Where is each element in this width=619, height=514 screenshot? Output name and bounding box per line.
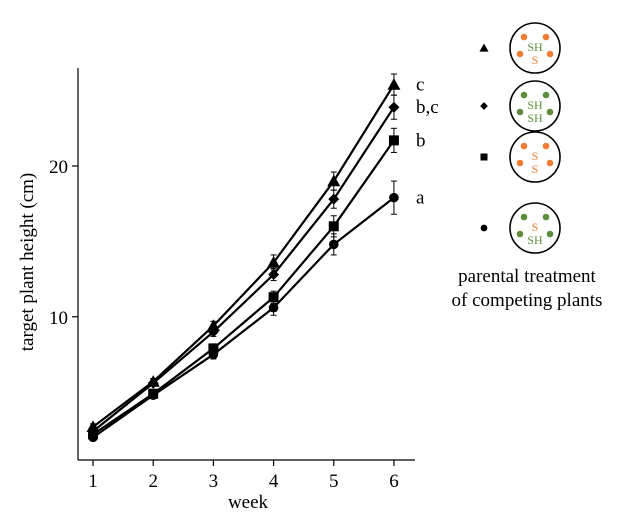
- seedling-dot: [516, 108, 524, 116]
- legend-marker-diamond: [480, 102, 488, 110]
- pot-label-bottom: S: [532, 162, 539, 176]
- x-tick-label: 5: [329, 471, 339, 492]
- data-point-triangle: [327, 174, 341, 187]
- seedling-dot: [542, 213, 550, 221]
- data-point-diamond: [268, 269, 280, 281]
- x-tick-label: 3: [209, 471, 219, 492]
- seedling-dot: [520, 142, 528, 150]
- series-lines: [92, 84, 395, 439]
- pot-label-top: S: [532, 149, 539, 163]
- y-axis-title: target plant height (cm): [17, 173, 38, 352]
- data-point-triangle: [267, 255, 281, 268]
- significance-label: a: [416, 188, 425, 209]
- seedling-dot: [520, 91, 528, 99]
- seedling-dot: [516, 230, 524, 238]
- significance-label: b,c: [416, 97, 439, 118]
- legend-marker-square: [480, 153, 488, 161]
- x-tick-label: 1: [88, 471, 98, 492]
- seedling-dot: [546, 230, 554, 238]
- data-point-diamond: [207, 326, 219, 338]
- seedling-dot: [516, 159, 524, 167]
- error-bars: [90, 73, 397, 441]
- data-point-circle: [328, 239, 339, 250]
- data-point-circle: [88, 432, 98, 443]
- data-point-circle: [268, 302, 279, 313]
- data-point-diamond: [388, 101, 400, 113]
- series-line-circle: [92, 196, 395, 439]
- data-point-triangle: [206, 319, 220, 332]
- seedling-dot: [520, 213, 528, 221]
- data-point-square: [268, 292, 279, 303]
- data-point-circle: [148, 390, 159, 400]
- legend-marker-circle: [480, 224, 488, 232]
- y-tick-label: 10: [49, 308, 68, 329]
- seedling-dot: [542, 91, 550, 99]
- pot-label-top: SH: [527, 98, 543, 112]
- pot-label-bottom: S: [532, 53, 539, 67]
- data-point-square: [328, 221, 339, 232]
- seedling-dot: [516, 50, 524, 58]
- data-markers: [86, 78, 401, 443]
- series-line-triangle: [92, 84, 395, 428]
- axes: 1 2 3 4 5 6 10 20: [49, 68, 415, 492]
- significance-labels: cb,c b a: [416, 75, 439, 209]
- data-point-square: [388, 135, 399, 146]
- series-line-square: [92, 139, 395, 436]
- pot-label-top: S: [532, 220, 539, 234]
- seedling-dot: [520, 33, 528, 41]
- data-point-triangle: [387, 78, 401, 90]
- legend-caption-line-2: of competing plants: [452, 290, 603, 311]
- seedling-dot: [542, 33, 550, 41]
- x-tick-label: 4: [269, 471, 279, 492]
- series-line-diamond: [92, 106, 395, 433]
- data-point-diamond: [328, 193, 340, 205]
- legend-marker-triangle: [479, 43, 489, 52]
- data-point-circle: [389, 192, 399, 203]
- y-tick-label: 20: [49, 157, 68, 178]
- seedling-dot: [546, 159, 554, 167]
- legend-caption-line-1: parental treatment: [458, 266, 596, 287]
- data-point-diamond: [147, 377, 159, 389]
- pot-label-top: SH: [527, 40, 543, 54]
- data-point-circle: [208, 349, 219, 360]
- pot-label-bottom: SH: [527, 233, 543, 247]
- seedling-dot: [546, 50, 554, 58]
- x-tick-label: 2: [148, 471, 158, 492]
- x-axis-title: week: [228, 492, 269, 513]
- seedling-dot: [542, 142, 550, 150]
- significance-label: b: [416, 130, 426, 151]
- significance-label: c: [416, 75, 424, 96]
- data-point-square: [208, 343, 219, 354]
- seedling-dot: [546, 108, 554, 116]
- x-tick-label: 6: [389, 471, 399, 492]
- pot-label-bottom: SH: [527, 111, 543, 125]
